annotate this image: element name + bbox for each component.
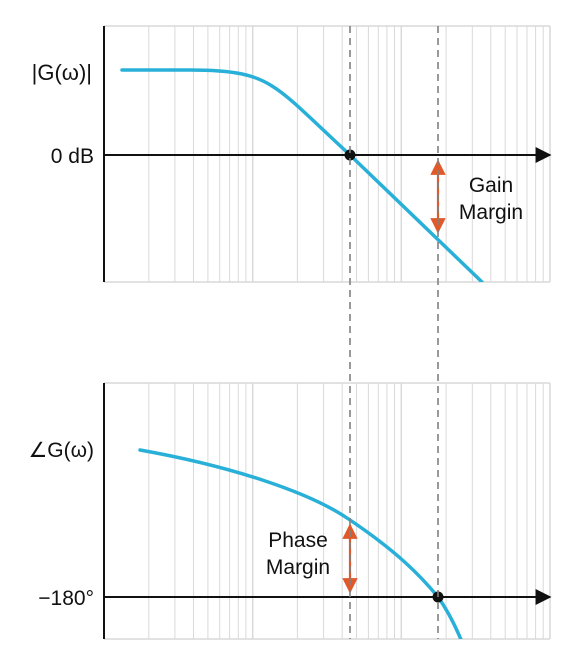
phase-curve bbox=[138, 448, 463, 639]
phase-panel: ∠G(ω) −180° Phase Margin bbox=[28, 382, 552, 640]
magnitude-panel: |G(ω)| 0 dB Gain Margin bbox=[32, 25, 552, 283]
phase-margin-label: Phase bbox=[268, 529, 328, 552]
gain-margin-label: Gain bbox=[469, 174, 513, 197]
phase-axis-label: ∠G(ω) bbox=[28, 439, 94, 462]
magnitude-axis-label: |G(ω)| bbox=[32, 60, 92, 85]
gain-margin-label: Margin bbox=[459, 201, 523, 224]
phase-margin-label: Margin bbox=[266, 556, 330, 579]
phase-grid bbox=[103, 382, 551, 640]
minus180-label: −180° bbox=[38, 587, 94, 610]
zero-db-label: 0 dB bbox=[51, 145, 94, 168]
magnitude-curve bbox=[120, 68, 484, 282]
gain-crossover-point bbox=[344, 149, 356, 161]
